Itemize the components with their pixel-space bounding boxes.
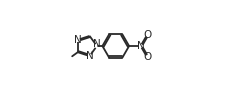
Text: N: N	[92, 39, 100, 49]
Text: O: O	[142, 30, 151, 40]
Text: O: O	[142, 52, 151, 62]
Text: N: N	[136, 41, 144, 51]
Text: N: N	[74, 35, 81, 45]
Text: N: N	[85, 51, 93, 61]
